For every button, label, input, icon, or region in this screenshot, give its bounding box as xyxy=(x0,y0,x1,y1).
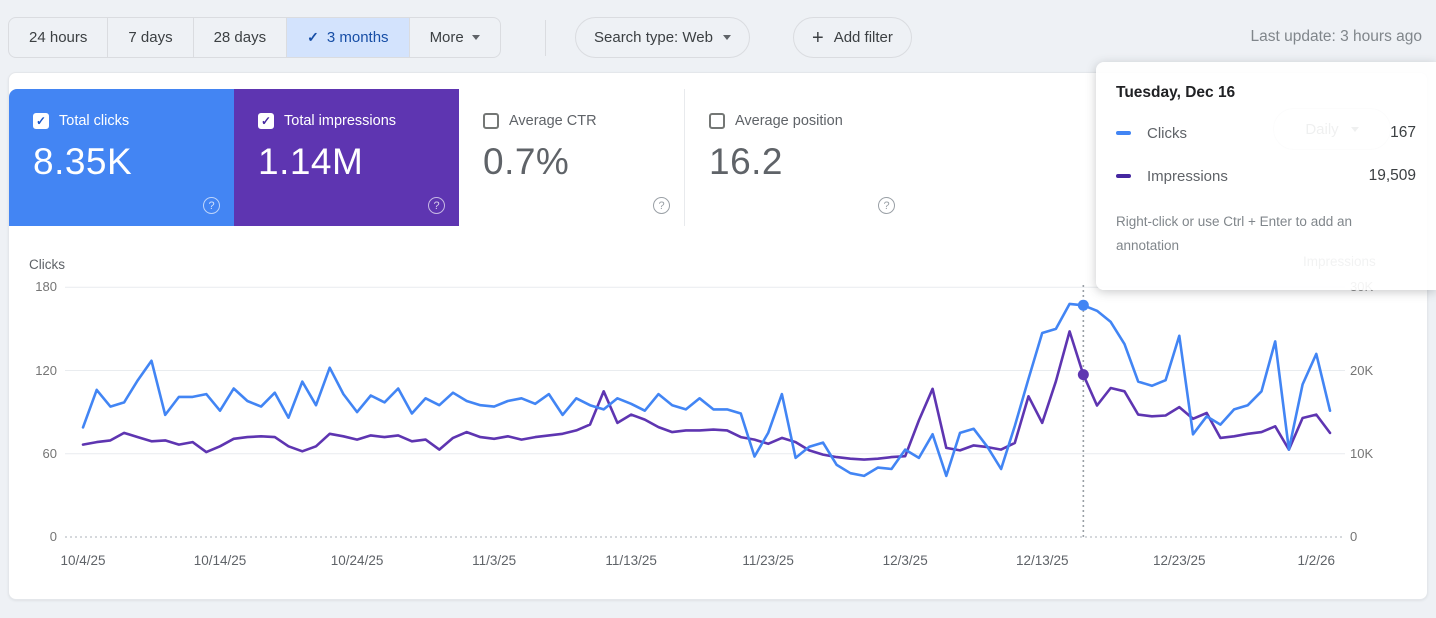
search-type-dropdown[interactable]: Search type: Web xyxy=(575,17,750,58)
help-icon[interactable]: ? xyxy=(203,197,220,214)
range-3-months-label: 3 months xyxy=(326,29,389,46)
range-more-label: More xyxy=(429,29,464,46)
range-7-days-label: 7 days xyxy=(128,29,173,46)
chevron-down-icon xyxy=(722,35,731,40)
range-3-months-button[interactable]: ✓ 3 months xyxy=(287,18,410,57)
right-axis-tick: 10K xyxy=(1350,445,1374,461)
tooltip-impressions-row: Impressions 19,509 xyxy=(1116,167,1416,185)
average-position-value: 16.2 xyxy=(709,141,784,182)
range-24-hours-button[interactable]: 24 hours xyxy=(9,18,109,57)
x-axis-label: 11/23/25 xyxy=(742,553,794,568)
last-update-text: Last update: 3 hours ago xyxy=(1250,28,1423,45)
total-impressions-card[interactable]: ✓ Total impressions 1.14M ? xyxy=(234,89,459,226)
left-axis-tick: 120 xyxy=(35,362,57,378)
add-filter-label: Add filter xyxy=(833,29,893,46)
average-ctr-value: 0.7% xyxy=(483,141,570,182)
average-ctr-label: Average CTR xyxy=(509,113,597,129)
x-axis-label: 10/14/25 xyxy=(193,553,247,568)
average-ctr-checkbox[interactable] xyxy=(483,113,499,129)
right-axis-tick: 0 xyxy=(1350,529,1358,544)
average-ctr-card[interactable]: Average CTR 0.7% ? xyxy=(459,89,684,226)
toolbar-divider xyxy=(545,20,546,56)
tooltip-clicks-label: Clicks xyxy=(1147,124,1187,142)
range-more-button[interactable]: More xyxy=(410,18,500,57)
average-position-card[interactable]: Average position 16.2 ? xyxy=(684,89,909,226)
chevron-down-icon xyxy=(471,35,480,40)
impressions-hover-point xyxy=(1077,369,1089,381)
x-axis-label: 10/24/25 xyxy=(330,553,384,568)
tooltip-impressions-value: 19,509 xyxy=(1368,167,1416,184)
total-clicks-value: 8.35K xyxy=(33,141,133,182)
left-axis-tick: 60 xyxy=(42,445,57,461)
left-axis-title: Clicks xyxy=(29,257,65,272)
plus-icon: + xyxy=(812,26,824,49)
total-clicks-card[interactable]: ✓ Total clicks 8.35K ? xyxy=(9,89,234,226)
x-axis-label: 11/13/25 xyxy=(605,553,657,568)
tooltip-clicks-row: Clicks 167 xyxy=(1116,124,1416,142)
average-position-checkbox[interactable] xyxy=(709,113,725,129)
total-impressions-label: Total impressions xyxy=(284,113,397,129)
help-icon[interactable]: ? xyxy=(878,197,895,214)
right-axis-tick: 20K xyxy=(1350,362,1374,378)
search-type-label: Search type: Web xyxy=(594,29,713,46)
range-28-days-button[interactable]: 28 days xyxy=(194,18,288,57)
x-axis-label: 1/2/26 xyxy=(1297,553,1336,568)
x-axis-label: 12/13/25 xyxy=(1015,553,1069,568)
total-clicks-checkbox[interactable]: ✓ xyxy=(33,113,49,129)
tooltip-impressions-label: Impressions xyxy=(1147,167,1228,185)
add-filter-button[interactable]: + Add filter xyxy=(793,17,912,58)
range-28-days-label: 28 days xyxy=(213,29,267,46)
range-24-hours-label: 24 hours xyxy=(29,29,88,46)
impressions-line-series[interactable] xyxy=(81,330,1332,461)
tooltip-annotation-hint: Right-click or use Ctrl + Enter to add a… xyxy=(1116,214,1352,254)
left-axis-tick: 180 xyxy=(35,279,57,295)
x-axis-label: 12/3/25 xyxy=(882,553,928,568)
range-7-days-button[interactable]: 7 days xyxy=(108,18,194,57)
date-range-selector: 24 hours 7 days 28 days ✓ 3 months More xyxy=(8,17,501,58)
checkmark-icon: ✓ xyxy=(307,29,319,45)
performance-line-chart[interactable] xyxy=(9,73,1429,601)
left-axis-tick: 0 xyxy=(49,529,57,544)
total-clicks-label: Total clicks xyxy=(59,113,130,129)
impressions-series-icon xyxy=(1116,173,1131,179)
chart-tooltip: Tuesday, Dec 16 Clicks 167 Impressions 1… xyxy=(1096,62,1436,290)
checkmark-icon: ✓ xyxy=(35,114,47,128)
toolbar: 24 hours 7 days 28 days ✓ 3 months More … xyxy=(0,0,1436,76)
total-impressions-value: 1.14M xyxy=(258,141,364,182)
clicks-line-series[interactable] xyxy=(81,302,1332,478)
average-position-label: Average position xyxy=(735,113,843,129)
total-impressions-checkbox[interactable]: ✓ xyxy=(258,113,274,129)
x-axis-label: 10/4/25 xyxy=(60,553,106,568)
checkmark-icon: ✓ xyxy=(260,114,272,128)
x-axis-label: 11/3/25 xyxy=(472,553,517,568)
tooltip-date-title: Tuesday, Dec 16 xyxy=(1116,84,1236,101)
help-icon[interactable]: ? xyxy=(428,197,445,214)
metric-cards: ✓ Total clicks 8.35K ? ✓ Total impressio… xyxy=(9,89,909,226)
clicks-hover-point xyxy=(1077,299,1089,311)
help-icon[interactable]: ? xyxy=(653,197,670,214)
clicks-series-icon xyxy=(1116,130,1131,136)
tooltip-clicks-value: 167 xyxy=(1390,124,1416,141)
x-axis-label: 12/23/25 xyxy=(1152,553,1206,568)
